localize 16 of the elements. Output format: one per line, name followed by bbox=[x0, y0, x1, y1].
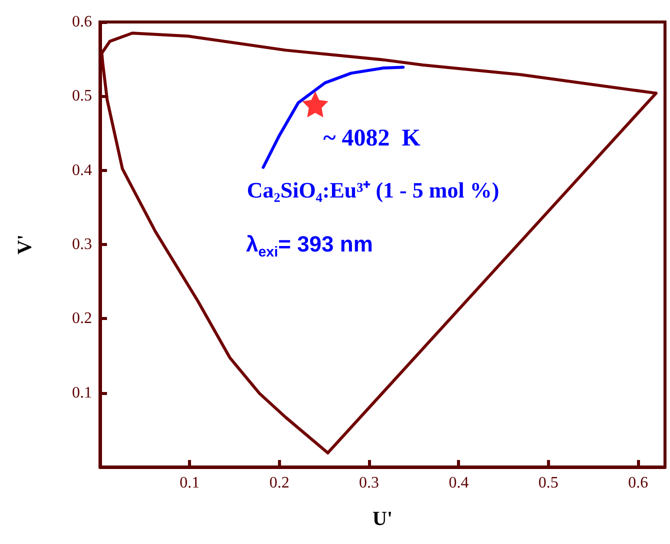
y-tick-label: 0.5 bbox=[72, 88, 92, 105]
x-tick-label: 0.5 bbox=[538, 474, 558, 492]
x-tick-label: 0.6 bbox=[628, 474, 648, 492]
x-tick-label: 0.4 bbox=[448, 474, 469, 492]
x-axis-title: U' bbox=[372, 508, 392, 530]
y-axis-title: V' bbox=[14, 234, 36, 254]
y-tick-label: 0.3 bbox=[72, 236, 92, 253]
x-tick-label: 0.1 bbox=[180, 474, 200, 492]
y-tick-label: 0.4 bbox=[72, 162, 92, 179]
y-tick-label: 0.1 bbox=[72, 384, 92, 402]
y-tick-label: 0.2 bbox=[72, 310, 92, 328]
x-tick-label: 0.2 bbox=[269, 474, 290, 492]
annotation: ~ 4082 K bbox=[323, 125, 421, 152]
y-tick-label: 0.6 bbox=[72, 14, 92, 30]
x-tick-label: 0.3 bbox=[359, 474, 380, 492]
annotation: Ca₂SiO₄:Eu³⁺ (1 - 5 mol %) bbox=[246, 178, 500, 202]
